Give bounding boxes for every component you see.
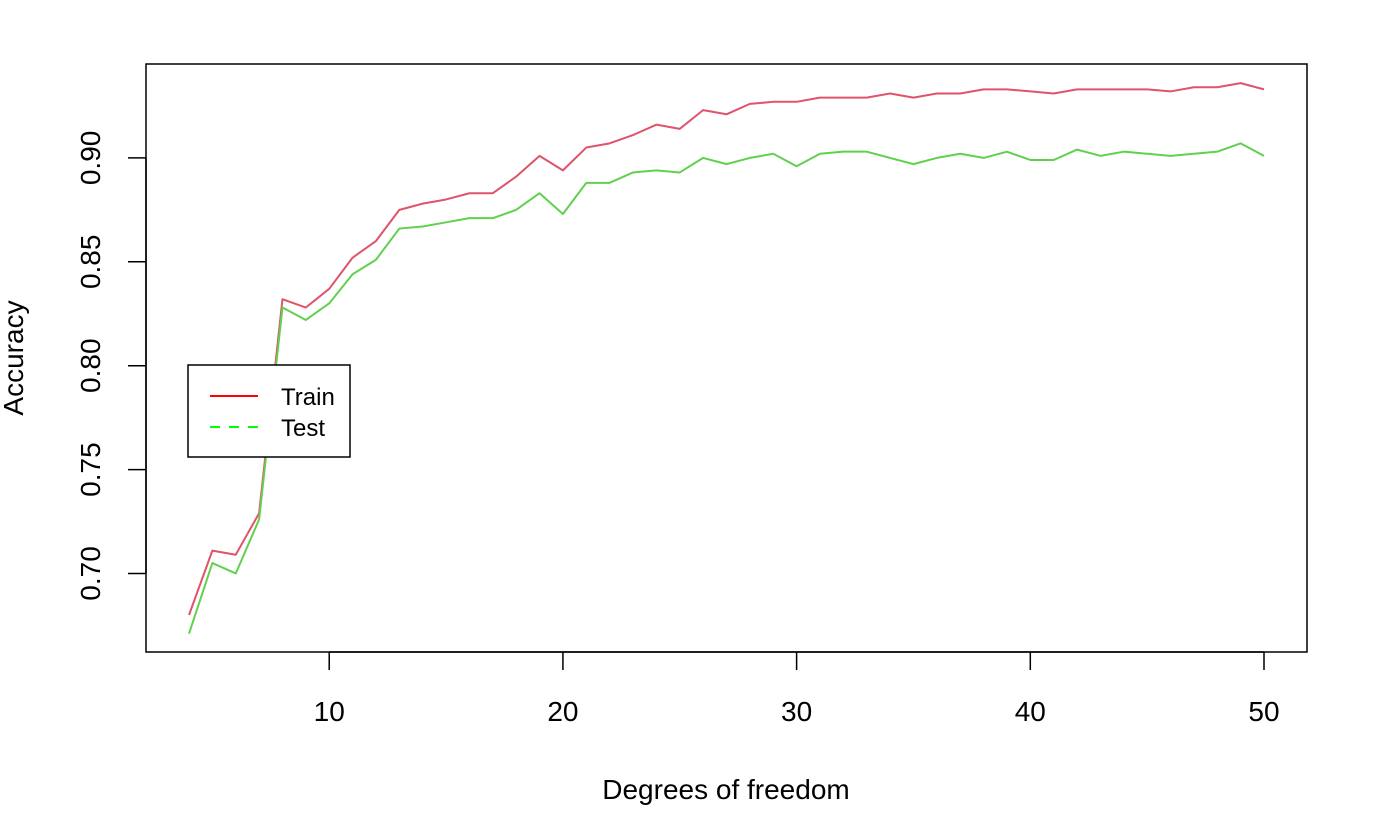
- legend: Train Test: [187, 364, 351, 458]
- y-tick-label: 0.80: [75, 338, 106, 393]
- x-tick-label: 20: [547, 696, 578, 727]
- x-tick-label: 10: [314, 696, 345, 727]
- x-axis-label: Degrees of freedom: [602, 774, 849, 805]
- x-tick-label: 50: [1248, 696, 1279, 727]
- series-line-train: [188, 82, 1265, 616]
- legend-box: [187, 364, 351, 458]
- y-axis: 0.70 0.75 0.80 0.85 0.90: [75, 131, 147, 601]
- x-tick-label: 40: [1015, 696, 1046, 727]
- series-line-test: [188, 142, 1265, 635]
- y-tick-label: 0.70: [75, 546, 106, 601]
- y-tick-label: 0.75: [75, 442, 106, 497]
- x-tick-label: 30: [781, 696, 812, 727]
- legend-label-train: Train: [281, 384, 335, 411]
- y-tick-label: 0.85: [75, 235, 106, 290]
- y-tick-label: 0.90: [75, 131, 106, 186]
- legend-label-test: Test: [281, 415, 325, 442]
- series-group: [188, 82, 1265, 635]
- x-axis: 10 20 30 40 50: [314, 651, 1280, 727]
- y-axis-label: Accuracy: [0, 300, 29, 415]
